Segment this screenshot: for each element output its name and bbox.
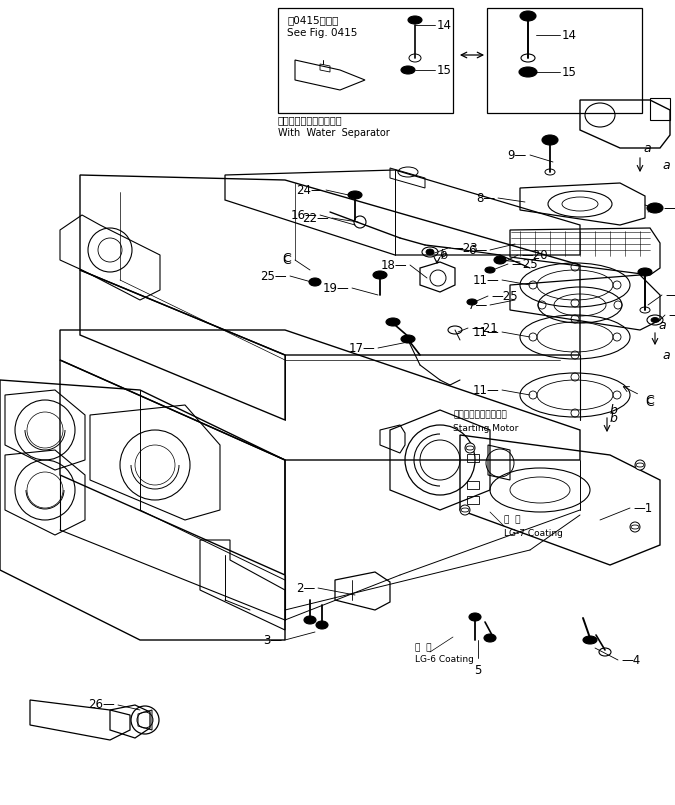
- Text: a: a: [658, 319, 666, 332]
- Ellipse shape: [309, 278, 321, 286]
- Text: 14: 14: [562, 28, 577, 42]
- Text: —23: —23: [451, 242, 478, 254]
- Text: ウォータセパレータ付き: ウォータセパレータ付き: [278, 115, 343, 125]
- Text: b: b: [610, 403, 618, 416]
- Text: 26—: 26—: [88, 699, 115, 712]
- Text: b: b: [441, 251, 448, 261]
- Ellipse shape: [401, 335, 415, 343]
- Text: —1: —1: [633, 502, 652, 514]
- Text: a: a: [662, 349, 670, 361]
- Text: —4: —4: [621, 654, 641, 667]
- Text: 塗  布: 塗 布: [504, 515, 520, 525]
- Text: 7—: 7—: [468, 299, 487, 312]
- Text: 19—: 19—: [322, 282, 349, 295]
- Ellipse shape: [484, 634, 496, 642]
- Text: LG-6 Coating: LG-6 Coating: [415, 655, 474, 664]
- Text: 22—: 22—: [302, 212, 329, 225]
- Text: 9—: 9—: [508, 148, 527, 162]
- Bar: [467, 454, 479, 462]
- Text: 15: 15: [437, 64, 452, 76]
- Text: —25: —25: [511, 258, 537, 270]
- Ellipse shape: [465, 443, 475, 453]
- Text: —21: —21: [471, 321, 497, 335]
- Ellipse shape: [520, 11, 536, 21]
- Text: C: C: [645, 395, 654, 408]
- Ellipse shape: [408, 16, 422, 24]
- Text: LG-7 Coating: LG-7 Coating: [504, 529, 563, 538]
- Text: 11—: 11—: [472, 383, 499, 397]
- Text: —12: —12: [665, 288, 675, 302]
- Bar: [278, 8, 453, 113]
- Text: b: b: [440, 249, 447, 259]
- Text: See Fig. 0415: See Fig. 0415: [287, 28, 357, 38]
- Ellipse shape: [467, 299, 477, 305]
- Text: 3—: 3—: [263, 634, 282, 646]
- Text: 25—: 25—: [261, 270, 287, 283]
- Text: 24—: 24—: [296, 184, 323, 196]
- Ellipse shape: [469, 613, 481, 621]
- Ellipse shape: [348, 191, 362, 199]
- Ellipse shape: [373, 271, 387, 279]
- Text: —20: —20: [521, 249, 547, 262]
- Ellipse shape: [386, 318, 400, 326]
- Text: C: C: [282, 251, 291, 265]
- Text: a: a: [643, 142, 651, 155]
- Ellipse shape: [519, 67, 537, 77]
- Text: 2—: 2—: [296, 581, 315, 595]
- Text: 第0415図参照: 第0415図参照: [287, 15, 338, 25]
- Ellipse shape: [304, 616, 316, 624]
- Text: With  Water  Separator: With Water Separator: [278, 128, 389, 138]
- Ellipse shape: [460, 505, 470, 515]
- Text: b: b: [610, 411, 618, 424]
- Text: 塗  布: 塗 布: [415, 643, 431, 653]
- Ellipse shape: [647, 203, 663, 213]
- Text: 18—: 18—: [381, 258, 407, 271]
- Bar: [487, 8, 642, 113]
- Text: C: C: [645, 394, 654, 407]
- Text: —25: —25: [491, 290, 518, 303]
- Text: 6—: 6—: [468, 243, 487, 257]
- Ellipse shape: [485, 267, 495, 273]
- Bar: [467, 496, 479, 504]
- Text: スターティングモータ: スターティングモータ: [453, 411, 507, 419]
- Text: 11—: 11—: [472, 274, 499, 287]
- Ellipse shape: [583, 636, 597, 644]
- Text: 11—: 11—: [472, 325, 499, 338]
- Text: —13: —13: [668, 308, 675, 321]
- Text: 8—: 8—: [476, 192, 495, 204]
- Ellipse shape: [426, 249, 434, 255]
- Text: 14: 14: [437, 19, 452, 31]
- Ellipse shape: [630, 522, 640, 532]
- Ellipse shape: [401, 66, 415, 74]
- Bar: [467, 481, 479, 489]
- Text: C: C: [282, 254, 291, 266]
- Text: —10: —10: [663, 201, 675, 214]
- Text: 5: 5: [475, 663, 482, 676]
- Text: 16—: 16—: [290, 208, 317, 221]
- Ellipse shape: [638, 268, 652, 276]
- Ellipse shape: [651, 317, 659, 323]
- Text: 17—: 17—: [348, 341, 375, 354]
- Text: Starting Motor: Starting Motor: [453, 423, 518, 432]
- Ellipse shape: [316, 621, 328, 629]
- Text: a: a: [662, 159, 670, 171]
- Ellipse shape: [635, 460, 645, 470]
- Text: 15: 15: [562, 65, 577, 79]
- Ellipse shape: [494, 256, 506, 264]
- Ellipse shape: [542, 135, 558, 145]
